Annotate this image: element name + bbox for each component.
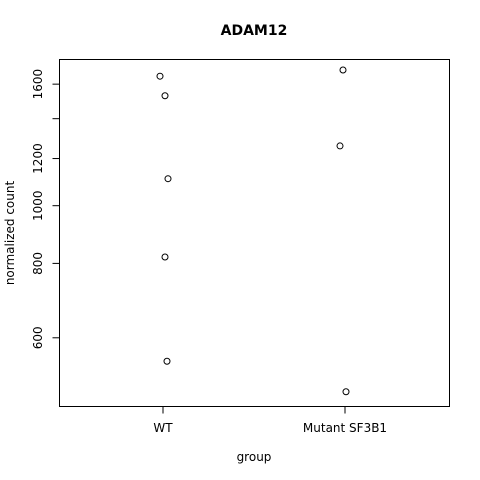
data-points	[156, 66, 350, 396]
chart-title: ADAM12	[221, 23, 288, 39]
data-point	[339, 66, 347, 74]
plot-frame	[59, 59, 450, 407]
data-point	[156, 72, 164, 80]
x-axis: WT Mutant SF3B1	[153, 406, 387, 435]
x-axis-label: group	[237, 450, 272, 464]
y-tick-label: 1600	[31, 69, 45, 100]
y-axis: 600 800 1000 1200 1600	[31, 69, 60, 349]
y-tick-label: 800	[31, 252, 45, 275]
y-tick-label: 600	[31, 326, 45, 349]
x-tick-label: WT	[153, 421, 173, 435]
data-point	[342, 388, 350, 396]
data-point	[161, 253, 169, 261]
data-point	[336, 142, 344, 150]
y-tick-label: 1000	[31, 190, 45, 221]
data-point	[161, 92, 169, 100]
data-point	[163, 357, 171, 365]
y-tick-label: 1200	[31, 143, 45, 174]
y-axis-label: normalized count	[3, 181, 17, 286]
data-point	[164, 175, 172, 183]
x-tick-label: Mutant SF3B1	[303, 421, 387, 435]
